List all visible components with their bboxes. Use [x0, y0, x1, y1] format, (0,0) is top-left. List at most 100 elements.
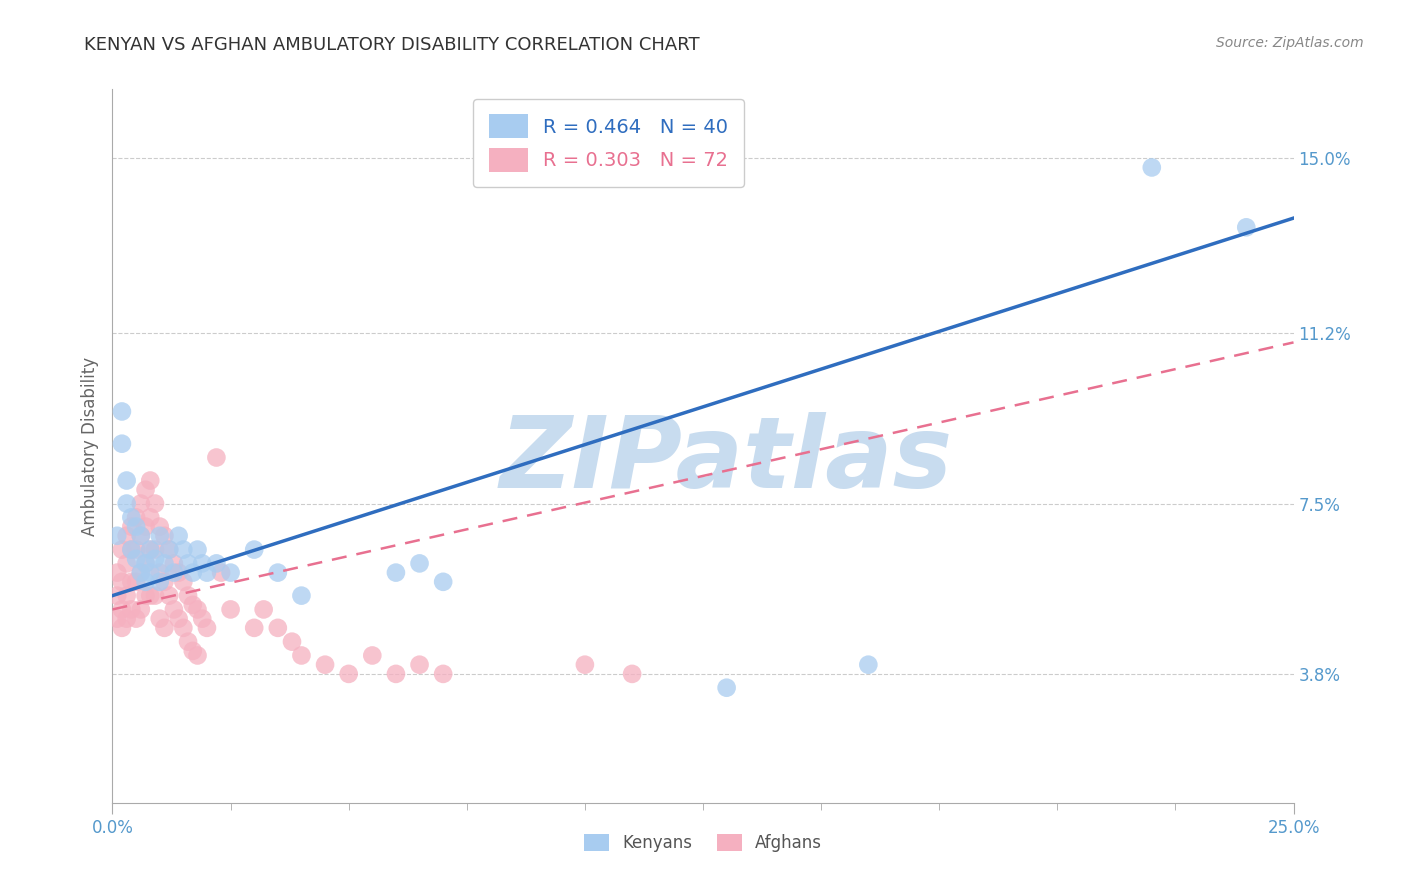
Point [186, 542, 208, 557]
Point [135, 483, 157, 497]
Point [143, 497, 166, 511]
Point [177, 557, 200, 571]
Point [181, 644, 204, 658]
Point [267, 566, 290, 580]
Point [172, 574, 194, 589]
Point [195, 566, 218, 580]
Point [186, 602, 208, 616]
Point [129, 529, 152, 543]
Point [149, 612, 172, 626]
Point [120, 574, 142, 589]
Point [129, 529, 152, 543]
Point [858, 657, 880, 672]
Point [157, 589, 180, 603]
Point [385, 666, 408, 681]
Point [139, 566, 162, 580]
Point [172, 621, 194, 635]
Point [111, 542, 134, 557]
Legend: Kenyans, Afghans: Kenyans, Afghans [576, 827, 830, 859]
Point [157, 542, 180, 557]
Point [716, 681, 738, 695]
Point [574, 657, 596, 672]
Point [105, 529, 128, 543]
Point [143, 589, 166, 603]
Point [205, 450, 228, 465]
Point [432, 574, 454, 589]
Point [153, 621, 176, 635]
Point [205, 557, 228, 571]
Point [385, 566, 408, 580]
Text: KENYAN VS AFGHAN AMBULATORY DISABILITY CORRELATION CHART: KENYAN VS AFGHAN AMBULATORY DISABILITY C… [84, 36, 700, 54]
Text: ZIPatlas: ZIPatlas [501, 412, 953, 508]
Point [243, 621, 266, 635]
Point [219, 566, 242, 580]
Point [129, 497, 152, 511]
Point [105, 589, 128, 603]
Point [125, 542, 148, 557]
Point [115, 497, 138, 511]
Point [115, 557, 138, 571]
Point [129, 566, 152, 580]
Point [153, 529, 176, 543]
Point [408, 557, 430, 571]
Point [181, 566, 204, 580]
Point [139, 510, 162, 524]
Point [111, 436, 134, 450]
Point [149, 566, 172, 580]
Point [361, 648, 384, 663]
Point [129, 566, 152, 580]
Point [172, 542, 194, 557]
Point [621, 666, 644, 681]
Point [129, 602, 152, 616]
Point [139, 542, 162, 557]
Point [314, 657, 336, 672]
Point [408, 657, 430, 672]
Point [163, 566, 186, 580]
Point [149, 529, 172, 543]
Point [105, 566, 128, 580]
Point [209, 566, 232, 580]
Point [139, 474, 162, 488]
Point [167, 566, 190, 580]
Point [135, 589, 157, 603]
Point [139, 589, 162, 603]
Point [181, 598, 204, 612]
Point [149, 574, 172, 589]
Point [177, 634, 200, 648]
Point [125, 510, 148, 524]
Point [115, 612, 138, 626]
Point [135, 557, 157, 571]
Point [111, 602, 134, 616]
Point [125, 612, 148, 626]
Point [157, 542, 180, 557]
Point [195, 621, 218, 635]
Point [120, 519, 142, 533]
Point [125, 551, 148, 566]
Point [135, 519, 157, 533]
Point [337, 666, 360, 681]
Point [143, 551, 166, 566]
Point [115, 529, 138, 543]
Text: Source: ZipAtlas.com: Source: ZipAtlas.com [1216, 36, 1364, 50]
Point [253, 602, 276, 616]
Point [290, 589, 312, 603]
Point [186, 648, 208, 663]
Point [163, 557, 186, 571]
Point [163, 602, 186, 616]
Point [125, 519, 148, 533]
Point [267, 621, 290, 635]
Point [191, 612, 214, 626]
Point [153, 574, 176, 589]
Point [139, 542, 162, 557]
Point [120, 510, 142, 524]
Point [1234, 220, 1257, 235]
Point [105, 612, 128, 626]
Point [219, 602, 242, 616]
Point [111, 404, 134, 418]
Point [135, 574, 157, 589]
Point [290, 648, 312, 663]
Point [111, 621, 134, 635]
Y-axis label: Ambulatory Disability: Ambulatory Disability [80, 357, 98, 535]
Point [111, 574, 134, 589]
Point [125, 574, 148, 589]
